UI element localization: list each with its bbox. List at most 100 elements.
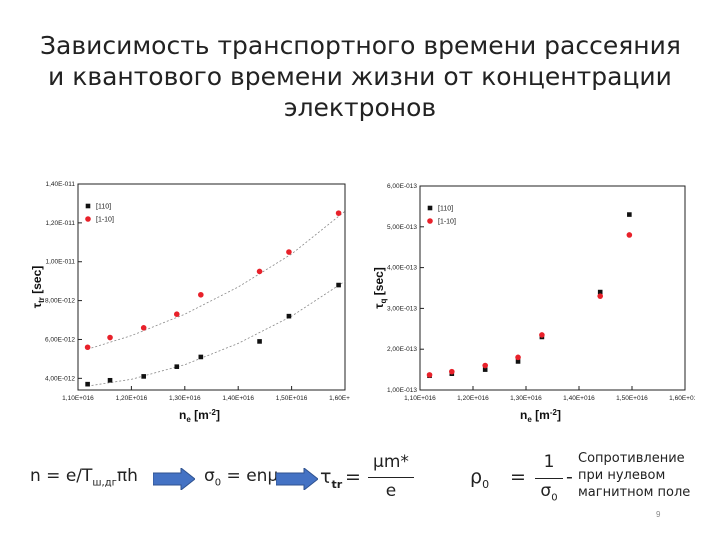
chart-0-series-0-point xyxy=(198,354,204,360)
chart-1-x-tick-label: 1,60E+016 xyxy=(669,395,695,402)
side-note-line-2: при нулевом xyxy=(578,468,666,483)
chart-1-series-0-point xyxy=(597,289,603,295)
chart-1-y-tick-label: 1,00E-013 xyxy=(387,387,417,394)
chart-tau-tr: 1,40E-011 1,20E-011 1,00E-011 8,00E-012 6,00… xyxy=(30,181,350,424)
chart-0-legend-label-1: [1-10] xyxy=(96,217,114,224)
chart-1-series-0-point xyxy=(627,212,632,217)
chart-0-series-1-point xyxy=(107,334,113,341)
formula-rho-denominator-sigma: σ xyxy=(540,481,552,501)
title-line-1: Зависимость транспортного времени рассея… xyxy=(40,31,681,60)
chart-0-x-tick-label: 1,60E+016 xyxy=(329,395,350,402)
chart-1-series-1-point xyxy=(449,368,455,375)
chart-1-x-tick-label: 1,40E+016 xyxy=(563,395,595,402)
chart-1-series-1-point xyxy=(597,293,603,299)
chart-1-legend-marker-1 xyxy=(427,218,433,224)
chart-0-series-1-point xyxy=(84,344,91,351)
formula-conductivity-sigma: σ xyxy=(204,466,215,486)
chart-0-y-tick-label: 1,40E-011 xyxy=(45,181,75,188)
chart-0-series-0-point xyxy=(257,339,262,344)
chart-0-fit-curve-0 xyxy=(87,280,346,387)
chart-0-legend-marker-1 xyxy=(85,216,91,222)
chart-0-series-0-point xyxy=(107,377,113,383)
chart-1-series-1-point xyxy=(626,232,633,238)
chart-1-series-1-point xyxy=(515,354,521,361)
formula-tau-tr: τtr xyxy=(320,466,342,491)
chart-0-y-tick-label: 1,20E-011 xyxy=(45,220,75,227)
formula-rho-denominator: σ0 xyxy=(535,481,563,503)
chart-0-x-tick-label: 1,10E+016 xyxy=(62,395,94,402)
chart-0-series-0-point xyxy=(141,374,146,379)
chart-1-y-tick-label: 6,00E-013 xyxy=(387,183,417,190)
formula-concentration-sub: ш,дг xyxy=(92,477,117,489)
title-line-3: электронов xyxy=(283,93,437,122)
chart-1-y-tick-label: 2,00E-013 xyxy=(387,346,417,353)
chart-tau-q: 6,00E-013 5,00E-013 4,00E-013 3,00E-013 2,00… xyxy=(372,183,695,424)
side-note: Сопротивление при нулевом магнитном поле xyxy=(578,450,716,501)
chart-0-series-1-point xyxy=(286,249,292,255)
chart-1-y-axis-label: τq [sec] xyxy=(372,267,388,309)
chart-1-plot-frame xyxy=(419,185,686,391)
formula-concentration: n = e/Tш,дгπh xyxy=(30,466,138,488)
formula-rho-equals: = xyxy=(510,466,526,488)
chart-0-y-tick-label: 4,00E-012 xyxy=(45,375,75,382)
chart-0-x-tick-label: 1,50E+016 xyxy=(276,395,308,402)
side-note-line-3: магнитном поле xyxy=(578,485,691,500)
chart-1-y-tick-label: 5,00E-013 xyxy=(387,224,417,231)
arrow-right-icon xyxy=(276,468,318,490)
formula-rho-numerator: 1 xyxy=(543,452,555,472)
formula-conductivity-suffix: = enμ xyxy=(221,466,279,486)
formula-rho-fraction-bar xyxy=(535,478,563,479)
chart-0-y-tick-label: 1,00E-011 xyxy=(45,259,75,266)
formula-tau-tr-sub: tr xyxy=(331,477,343,491)
chart-0-legend-label-0: [110] xyxy=(96,204,111,211)
chart-0-series-1-point xyxy=(256,268,263,275)
chart-0-fit-curve-1 xyxy=(87,210,346,350)
chart-1-legend-label-0: [110] xyxy=(438,206,453,213)
chart-0-y-tick-label: 6,00E-012 xyxy=(45,336,75,343)
chart-1-x-tick-label: 1,30E+016 xyxy=(510,395,542,402)
formula-tau-tr-numerator: μm* xyxy=(373,452,409,472)
formula-rho-denominator-sub: 0 xyxy=(551,492,558,504)
chart-1-legend-marker-0 xyxy=(427,205,433,211)
chart-1-x-tick-label: 1,50E+016 xyxy=(616,395,648,402)
title-line-2: и квантового времени жизни от концентрац… xyxy=(48,62,672,91)
chart-1-series-1-point xyxy=(482,362,488,369)
slide-title: Зависимость транспортного времени рассея… xyxy=(40,30,681,123)
chart-1-series-1-point xyxy=(426,372,433,378)
formula-rho-sub: 0 xyxy=(482,477,490,491)
formula-concentration-prefix: n = e/T xyxy=(30,466,93,486)
chart-1-legend-label-1: [1-10] xyxy=(438,219,456,226)
chart-0-series-0-point xyxy=(336,282,341,288)
chart-0-x-tick-label: 1,20E+016 xyxy=(116,395,148,402)
chart-0-y-tick-label: 8,00E-012 xyxy=(45,298,75,305)
formula-conductivity: σ0 = enμ xyxy=(204,466,278,488)
formula-tau-tr-fraction-bar xyxy=(368,477,414,478)
chart-0-series-1-point xyxy=(335,210,342,216)
chart-0-series-0-point xyxy=(174,364,180,369)
chart-1-y-tick-label: 3,00E-013 xyxy=(387,305,417,312)
chart-0-x-tick-label: 1,30E+016 xyxy=(169,395,201,402)
formula-tau-tr-symbol: τ xyxy=(320,466,332,488)
chart-0-series-0-point xyxy=(286,313,292,319)
formula-rho: ρ0 xyxy=(470,466,489,491)
side-note-line-1: Сопротивление xyxy=(578,451,685,466)
chart-1-series-1-point xyxy=(539,332,545,338)
chart-0-series-1-point xyxy=(198,291,204,298)
chart-1-series-0-point xyxy=(515,359,521,364)
page-number: 9 xyxy=(656,510,661,519)
chart-1-series-0-point xyxy=(482,367,488,372)
chart-1-x-axis-label: ne [m-2] xyxy=(520,408,561,424)
chart-0-series-1-point xyxy=(173,311,180,318)
formula-tau-tr-equals: = xyxy=(345,466,361,488)
chart-0-x-axis-label: ne [m-2] xyxy=(179,408,220,424)
formula-conductivity-sub: 0 xyxy=(214,477,222,489)
formula-tau-tr-denominator: e xyxy=(385,481,397,501)
formula-rho-symbol: ρ xyxy=(470,466,483,488)
chart-0-y-axis-label: τtr [sec] xyxy=(30,266,46,309)
chart-1-y-tick-label: 4,00E-013 xyxy=(387,265,417,272)
chart-0-plot-frame xyxy=(77,183,346,391)
formula-dash: - xyxy=(566,466,573,488)
formula-concentration-suffix: πh xyxy=(116,466,138,486)
chart-0-series-0-point xyxy=(85,381,90,387)
chart-0-x-tick-label: 1,40E+016 xyxy=(222,395,254,402)
